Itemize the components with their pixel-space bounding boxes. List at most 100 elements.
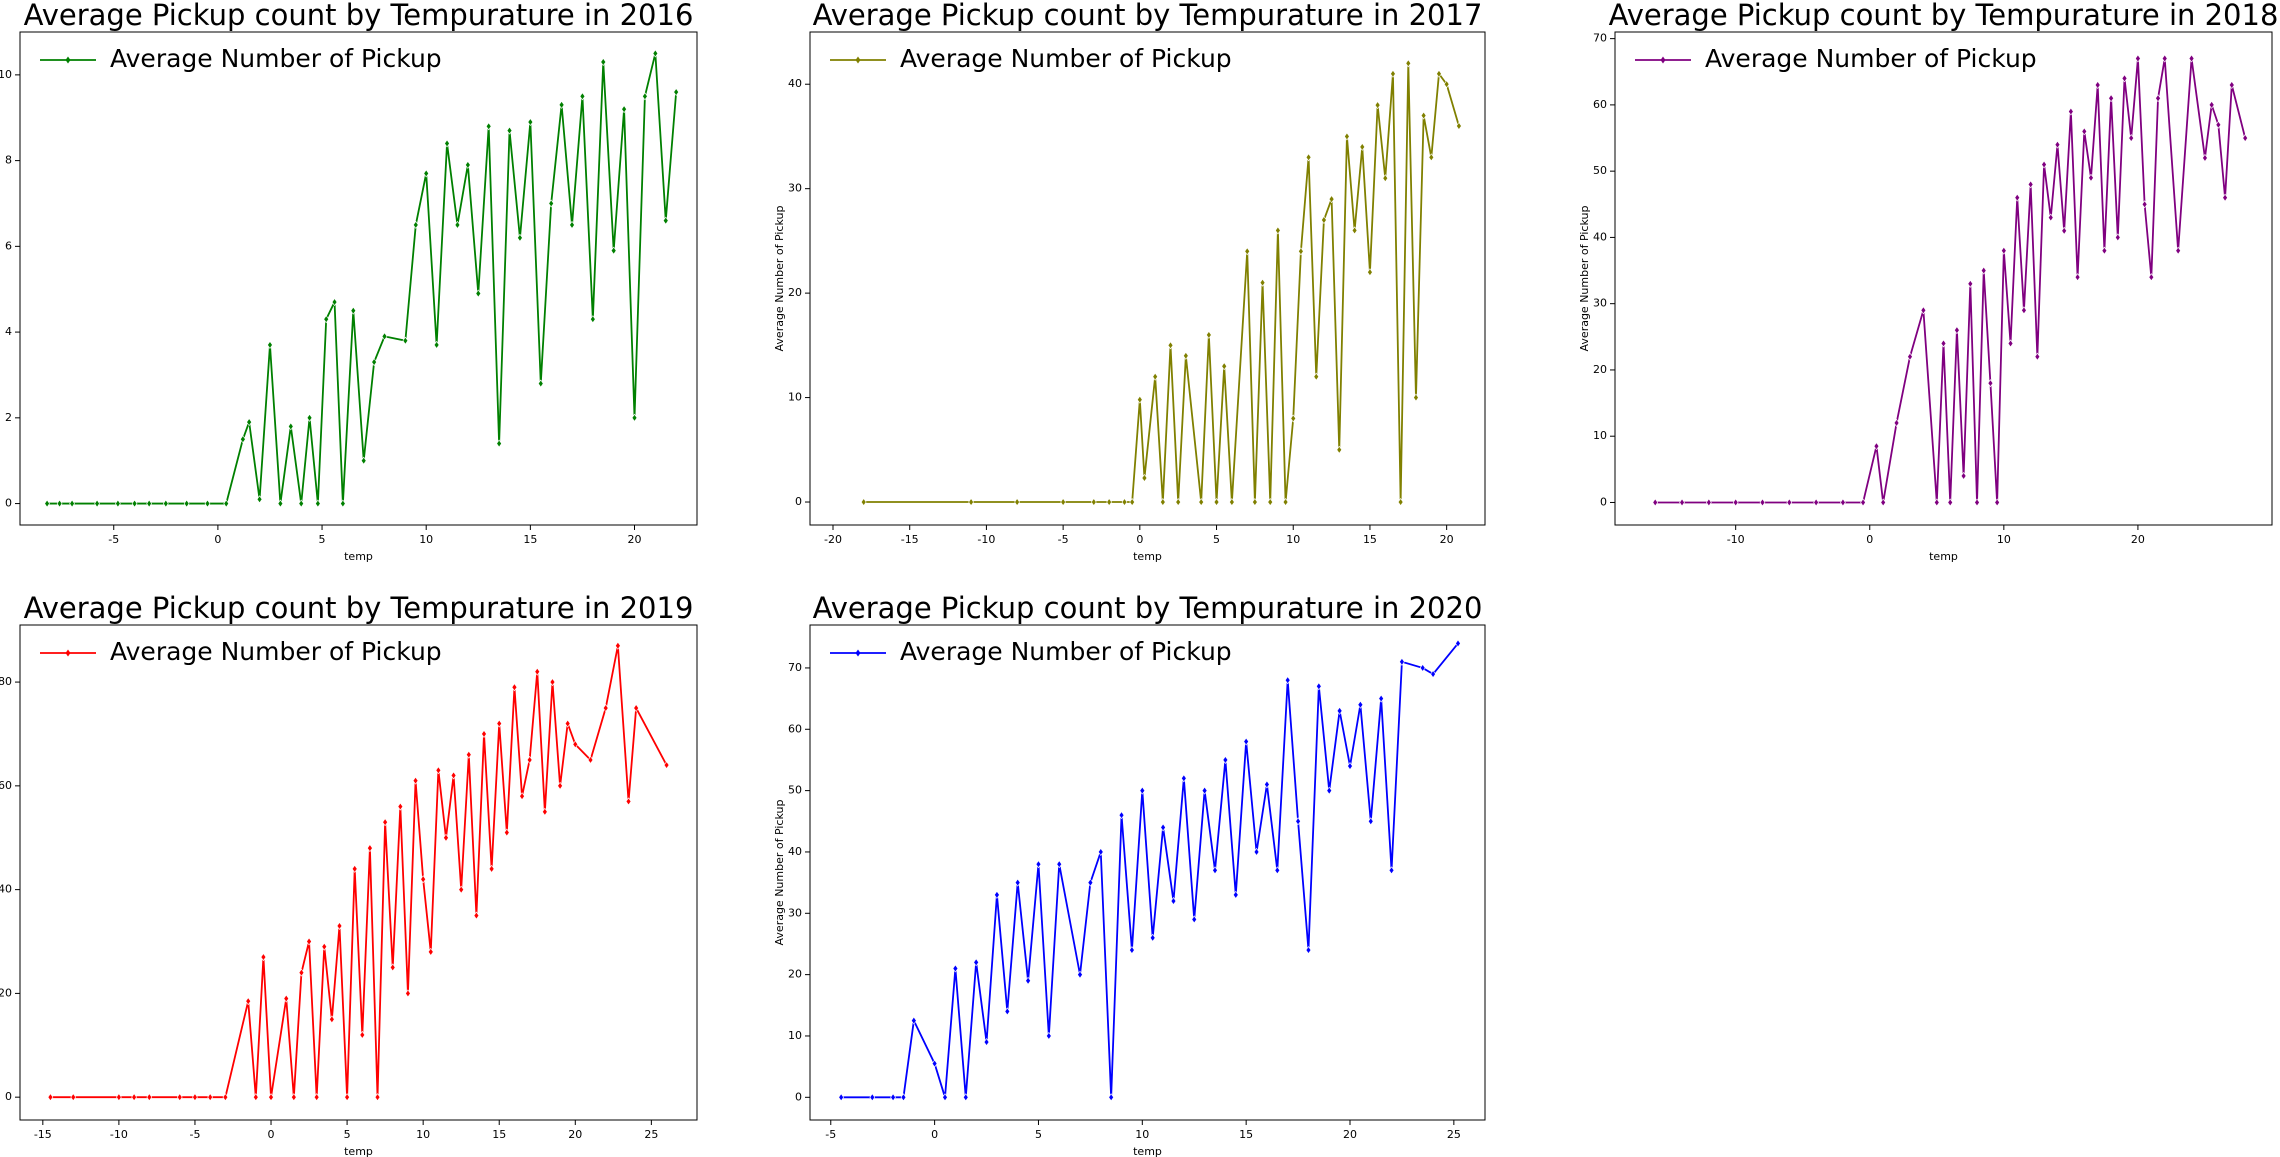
point-marker: [313, 1093, 320, 1102]
point-marker: [1198, 497, 1205, 507]
x-tick-label: 0: [1136, 533, 1143, 546]
point-marker: [1987, 379, 1994, 388]
point-marker: [2001, 246, 2007, 255]
point-marker: [517, 233, 523, 242]
x-tick-label: -5: [825, 1128, 836, 1141]
point-marker: [222, 1093, 229, 1102]
point-marker: [662, 216, 669, 225]
point-marker: [475, 289, 482, 298]
point-marker: [183, 499, 190, 508]
chart-title: Average Pickup count by Tempurature in 2…: [24, 0, 694, 32]
point-marker: [115, 499, 121, 508]
series-line: [841, 642, 1459, 1099]
y-tick-label: 10: [0, 68, 12, 81]
point-marker: [423, 169, 430, 178]
point-marker: [1129, 946, 1135, 955]
axes-frame: [19, 624, 698, 1121]
point-marker: [94, 499, 100, 508]
x-tick-label: 15: [492, 1128, 506, 1141]
y-tick-label: 40: [788, 77, 802, 90]
y-tick-label: 10: [788, 391, 802, 404]
point-marker: [625, 797, 632, 806]
point-marker: [1321, 215, 1327, 225]
x-tick-label: 0: [931, 1128, 938, 1141]
point-marker: [1920, 306, 1927, 315]
point-marker: [1336, 445, 1343, 454]
point-marker: [519, 792, 525, 801]
x-tick-label: -10: [1727, 533, 1745, 546]
point-marker: [615, 641, 621, 650]
point-marker: [2202, 153, 2208, 162]
point-marker: [2128, 133, 2135, 143]
point-marker: [1455, 639, 1461, 648]
point-marker: [511, 683, 518, 692]
y-tick-label: 20: [788, 968, 802, 981]
point-marker: [1316, 682, 1322, 691]
point-marker: [542, 807, 548, 816]
legend-marker: [65, 56, 71, 64]
point-marker: [1456, 121, 1462, 131]
legend-marker: [1660, 56, 1666, 64]
y-tick-label: 0: [5, 497, 12, 510]
point-marker: [1060, 497, 1066, 507]
point-marker: [1351, 226, 1358, 235]
point-marker: [2148, 273, 2155, 282]
y-tick-label: 30: [788, 906, 802, 919]
point-marker: [1367, 817, 1374, 826]
point-marker: [983, 1038, 990, 1047]
point-marker: [2014, 193, 2021, 202]
point-marker: [1221, 362, 1228, 371]
point-marker: [1305, 946, 1312, 955]
point-marker: [465, 750, 472, 759]
point-marker: [485, 122, 492, 131]
point-marker: [1313, 372, 1320, 381]
point-marker: [2081, 127, 2088, 136]
point-marker: [268, 1093, 274, 1102]
point-marker: [1275, 226, 1281, 235]
point-marker: [1397, 497, 1404, 507]
point-marker: [2161, 54, 2168, 63]
legend-label: Average Number of Pickup: [110, 44, 442, 73]
point-marker: [315, 499, 321, 508]
point-marker: [1960, 471, 1967, 480]
y-tick-label: 80: [0, 675, 12, 688]
x-tick-label: -5: [189, 1128, 200, 1141]
point-marker: [298, 968, 305, 977]
point-marker: [1035, 860, 1042, 869]
point-marker: [329, 1015, 335, 1024]
point-marker: [1212, 866, 1218, 875]
point-marker: [1201, 786, 1208, 795]
point-marker: [631, 413, 638, 422]
point-marker: [2088, 173, 2094, 182]
x-tick-label: 20: [1343, 1128, 1357, 1141]
x-tick-label: 25: [1447, 1128, 1461, 1141]
x-tick-label: 10: [1135, 1128, 1149, 1141]
point-marker: [952, 964, 959, 973]
point-marker: [1328, 195, 1335, 204]
point-marker: [1840, 498, 1846, 507]
point-marker: [2021, 306, 2027, 315]
point-marker: [564, 719, 571, 728]
point-marker: [2114, 233, 2121, 242]
point-marker: [1191, 915, 1198, 924]
point-marker: [900, 1093, 907, 1102]
point-marker: [2101, 246, 2108, 255]
point-marker: [412, 220, 419, 229]
point-marker: [1183, 351, 1189, 360]
point-marker: [526, 755, 533, 764]
point-marker: [1014, 497, 1020, 507]
point-marker: [336, 921, 343, 930]
point-marker: [1436, 69, 1442, 78]
point-marker: [1090, 497, 1097, 507]
point-marker: [1880, 498, 1886, 507]
legend-label: Average Number of Pickup: [1705, 44, 2037, 73]
point-marker: [2155, 94, 2161, 103]
x-tick-label: -20: [824, 533, 842, 546]
x-axis-label: temp: [1929, 550, 1958, 563]
point-marker: [1267, 497, 1274, 507]
point-marker: [587, 755, 594, 764]
x-tick-label: -15: [901, 533, 919, 546]
point-marker: [351, 864, 358, 873]
point-marker: [381, 332, 388, 341]
point-marker: [1129, 497, 1135, 507]
